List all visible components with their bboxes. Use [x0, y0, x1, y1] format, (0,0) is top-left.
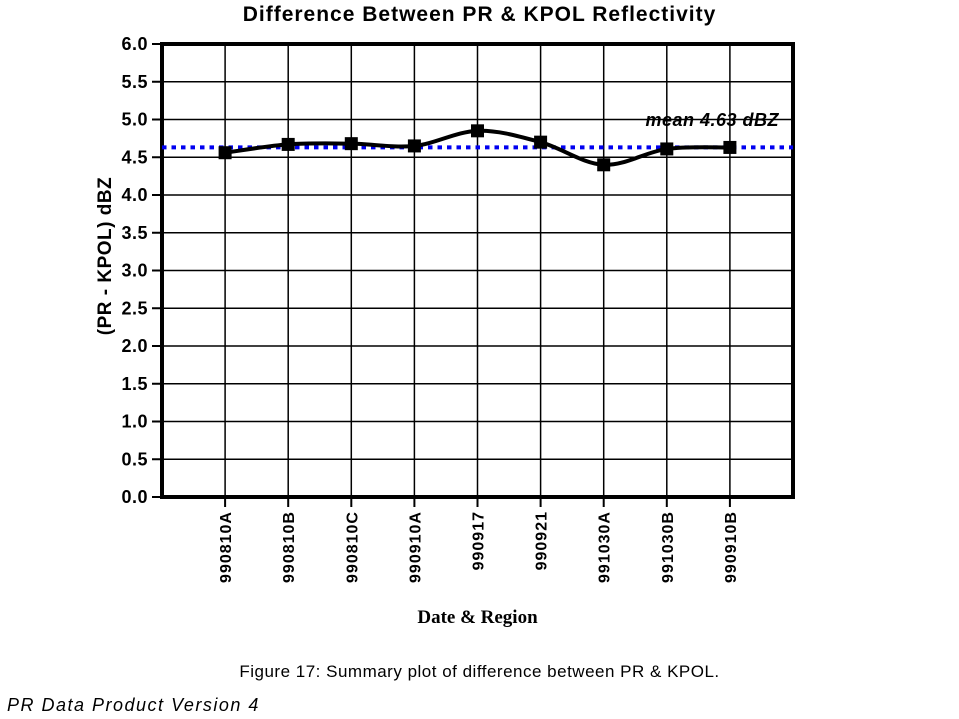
x-tick-label: 990810C	[344, 511, 361, 583]
y-tick-label: 0.5	[121, 449, 148, 469]
data-point-marker	[534, 135, 548, 149]
mean-annotation: mean 4.63 dBZ	[645, 110, 779, 130]
x-tick-label: 991030A	[597, 511, 614, 583]
y-tick-label: 2.0	[121, 336, 148, 356]
data-point-marker	[597, 158, 611, 172]
data-point-marker	[660, 142, 674, 156]
plot-frame	[160, 42, 795, 499]
x-tick-label: 990910A	[407, 511, 424, 583]
x-tick-label: 990917	[471, 511, 488, 570]
y-tick-label: 4.5	[121, 147, 148, 167]
x-axis-title: Date & Region	[417, 607, 538, 628]
y-tick-label: 6.0	[121, 35, 148, 54]
y-tick-label: 5.5	[121, 72, 148, 92]
y-tick-label: 4.0	[121, 185, 148, 205]
x-tick-label: 990910B	[723, 511, 740, 583]
y-tick-label: 1.5	[121, 374, 148, 394]
x-tick-label: 991030B	[660, 511, 677, 583]
figure-caption: Figure 17: Summary plot of difference be…	[239, 662, 720, 681]
data-point-marker	[471, 124, 484, 138]
data-point-marker	[281, 137, 295, 151]
y-tick-label: 1.0	[121, 412, 148, 432]
footer-note: PR Data Product Version 4	[7, 695, 260, 715]
y-tick-label: 3.0	[121, 261, 148, 281]
chart-title: Difference Between PR & KPOL Reflectivit…	[242, 3, 717, 26]
line-chart: 6.0 5.5 5.0 4.5 4.0 3.5 3.0 2.5 2.0 1.5 1.0 0.5 0.0 9…	[121, 35, 795, 583]
x-tick-label: 990810A	[218, 511, 235, 583]
y-tick-label: 3.5	[121, 223, 148, 243]
data-point-marker	[723, 140, 737, 154]
y-tick-label: 2.5	[121, 298, 148, 318]
y-tick-label: 0.0	[121, 487, 148, 507]
data-point-marker	[344, 137, 358, 151]
data-point-marker	[218, 146, 232, 160]
y-tick-label: 5.0	[121, 110, 148, 130]
x-tick-label: 990810B	[281, 511, 298, 583]
data-point-marker	[407, 139, 421, 153]
x-tick-label: 990921	[534, 511, 551, 570]
